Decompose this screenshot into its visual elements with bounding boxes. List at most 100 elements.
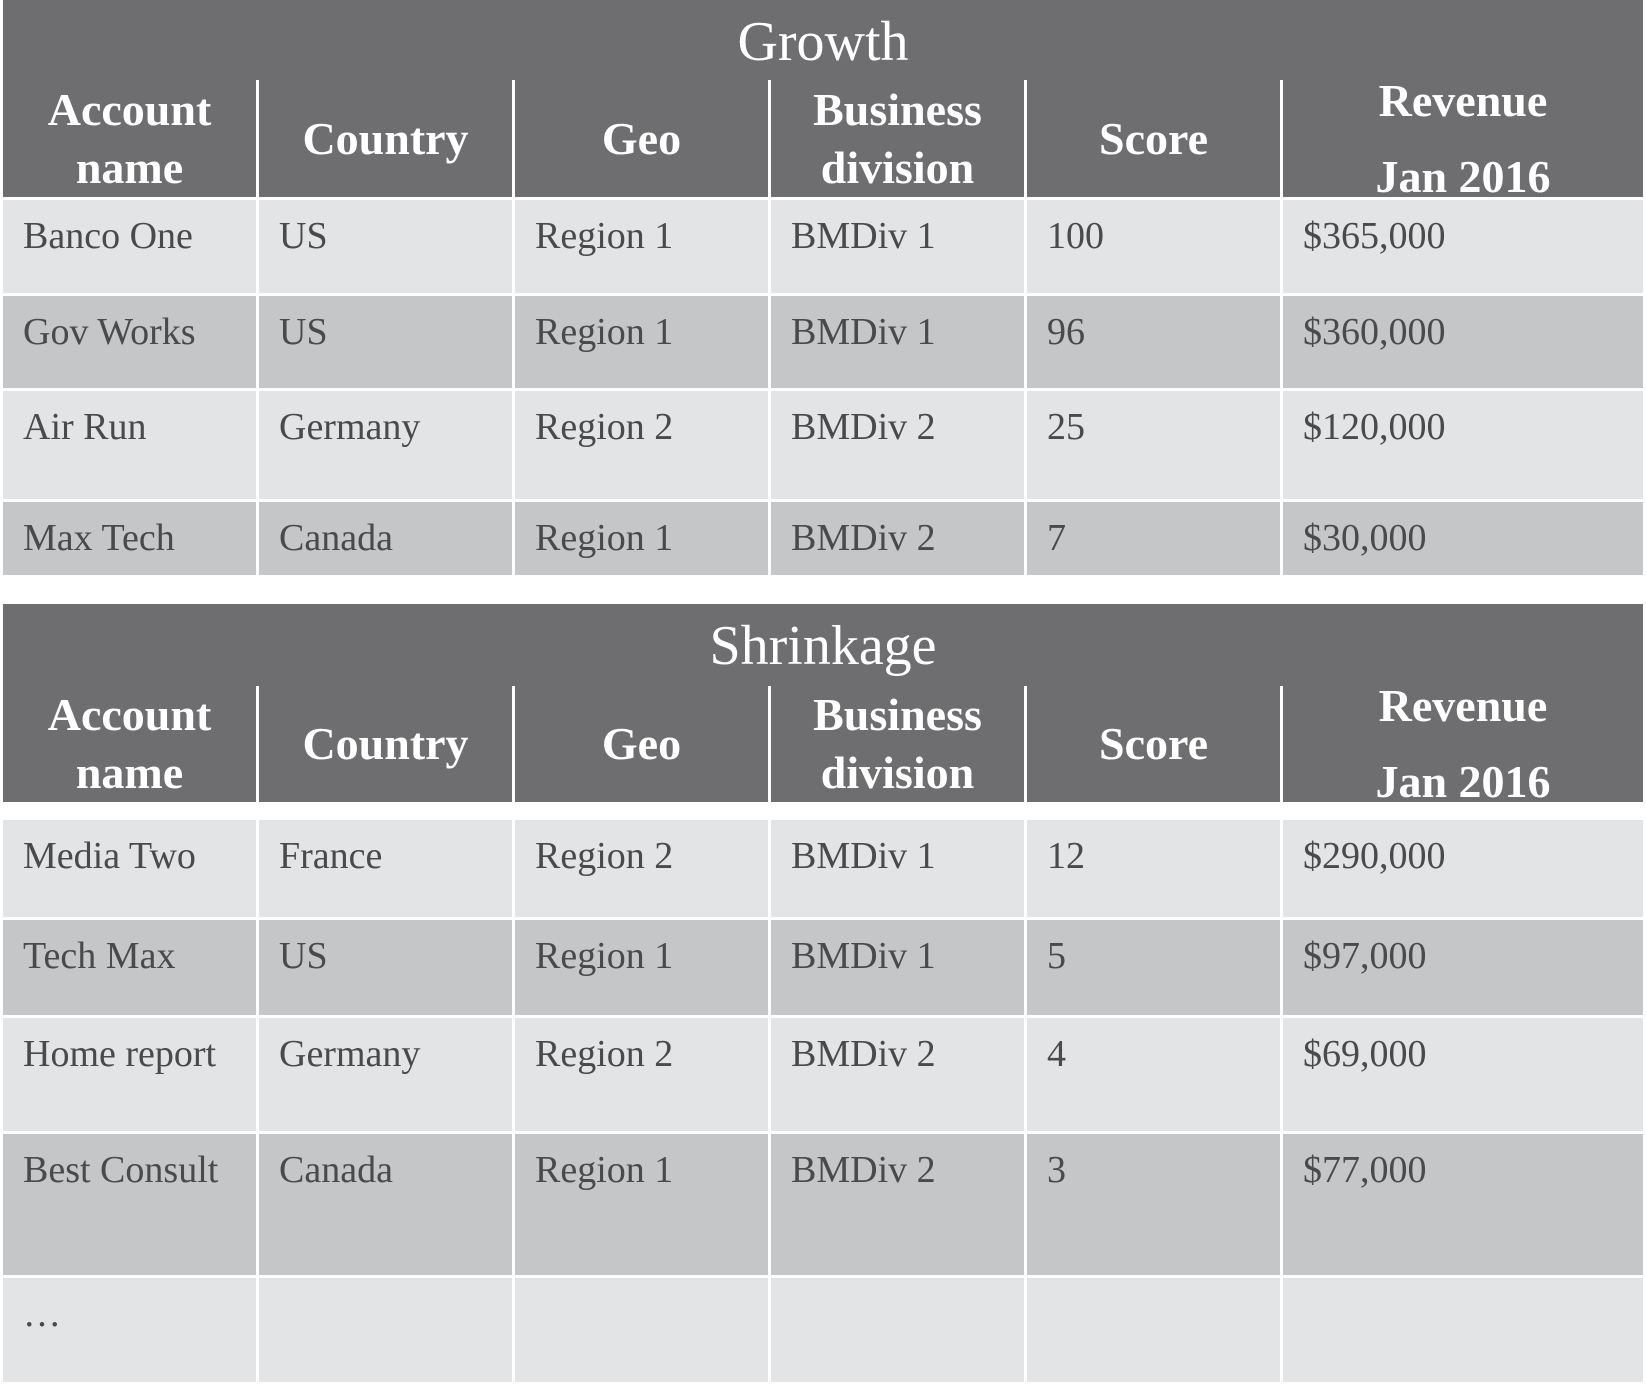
table-cell: Region 1 <box>535 311 674 353</box>
column-header-line: Geo <box>601 718 682 769</box>
column-divider <box>768 1134 771 1276</box>
column-header-line: name <box>75 747 184 798</box>
table-row: Banco One US Region 1 BMDiv 1 100 $365,000 <box>3 200 1643 294</box>
column-header: Geo <box>515 80 768 198</box>
table-cell: Best Consult <box>23 1149 219 1191</box>
table-row: … <box>3 1278 1643 1382</box>
table-cell: $69,000 <box>1303 1033 1427 1075</box>
table-cell: BMDiv 2 <box>791 1149 936 1191</box>
shrinkage-header-row: Account name Country Geo Business division Sco… <box>3 680 1643 807</box>
table-cell: Germany <box>279 406 421 448</box>
table-cell <box>515 1278 768 1382</box>
table-cell: $290,000 <box>1303 835 1446 877</box>
shrinkage-header-band <box>3 604 1643 802</box>
header-column-divider <box>1280 686 1283 802</box>
table-cell: 96 <box>1047 311 1085 353</box>
table-cell <box>1027 1278 1280 1382</box>
table-cell: BMDiv 1 <box>791 835 936 877</box>
table-cell: $30,000 <box>1303 517 1427 559</box>
header-column-divider <box>256 686 259 802</box>
column-header: Score <box>1027 80 1280 198</box>
column-header: Business division <box>771 80 1024 198</box>
table-row: Air Run Germany Region 2 BMDiv 2 25 $120,000 <box>3 391 1643 500</box>
table-cell: Region 1 <box>535 517 674 559</box>
table-cell: Region 2 <box>535 1033 674 1075</box>
shrinkage-section-title: Shrinkage <box>709 615 937 677</box>
table-cell: 3 <box>1047 1149 1066 1191</box>
table-cell: Region 1 <box>535 935 674 977</box>
table-cell: Region 1 <box>535 1149 674 1191</box>
table-row: Gov Works US Region 1 BMDiv 1 96 $360,000 <box>3 296 1643 389</box>
column-header: Country <box>259 80 512 198</box>
column-divider <box>1024 1018 1027 1132</box>
table-cell: Canada <box>279 517 393 559</box>
table-cell: Region 1 <box>535 215 674 257</box>
column-header: Account name <box>3 80 256 198</box>
table-cell: BMDiv 2 <box>791 1033 936 1075</box>
table-row: Max Tech Canada Region 1 BMDiv 2 7 $30,000 <box>3 502 1643 575</box>
row-divider <box>3 1131 1643 1134</box>
table-cell: Banco One <box>23 215 193 257</box>
row-divider <box>3 817 1643 820</box>
table-cell: 5 <box>1047 935 1066 977</box>
table-cell: 7 <box>1047 517 1066 559</box>
column-header-line: name <box>75 142 184 193</box>
table-cell: Media Two <box>23 835 196 877</box>
column-header-line: Jan 2016 <box>1375 756 1551 807</box>
column-divider <box>256 391 259 500</box>
column-header-line: Business <box>813 689 982 740</box>
column-header-line: Revenue <box>1378 680 1548 731</box>
column-header-line: Country <box>302 718 469 769</box>
column-header-line: Country <box>302 113 469 164</box>
column-divider <box>768 296 771 389</box>
column-divider <box>768 820 771 918</box>
header-column-divider <box>768 686 771 802</box>
table-cell: $360,000 <box>1303 311 1446 353</box>
column-divider <box>256 200 259 294</box>
table-cell: Germany <box>279 1033 421 1075</box>
column-divider <box>1024 1134 1027 1276</box>
column-divider <box>1024 391 1027 500</box>
column-divider <box>1280 502 1283 575</box>
table-row: Best Consult Canada Region 1 BMDiv 2 3 $77,00… <box>3 1134 1643 1276</box>
table-cell <box>259 1278 512 1382</box>
header-column-divider <box>256 80 259 198</box>
column-divider <box>1280 1278 1283 1382</box>
column-header-line: Score <box>1098 718 1208 769</box>
column-divider <box>1280 391 1283 500</box>
column-divider <box>256 1134 259 1276</box>
column-header: Account name <box>3 686 256 802</box>
table-cell: … <box>23 1293 61 1335</box>
column-divider <box>512 391 515 500</box>
growth-header-band <box>3 0 1643 198</box>
column-divider <box>1280 296 1283 389</box>
column-divider <box>1024 920 1027 1016</box>
table-cell: BMDiv 1 <box>791 935 936 977</box>
column-divider <box>256 920 259 1016</box>
column-divider <box>256 820 259 918</box>
header-column-divider <box>768 80 771 198</box>
column-divider <box>1280 1134 1283 1276</box>
table-row: Tech Max US Region 1 BMDiv 1 5 $97,000 <box>3 920 1643 1016</box>
column-header: Score <box>1027 686 1280 802</box>
column-header-line: Geo <box>601 113 682 164</box>
table-cell: Gov Works <box>23 311 196 353</box>
column-divider <box>512 1018 515 1132</box>
column-divider <box>512 920 515 1016</box>
growth-section-title: Growth <box>737 11 909 73</box>
row-divider <box>3 197 1643 200</box>
row-divider <box>3 1015 1643 1018</box>
column-header-line: division <box>820 747 975 798</box>
table-cell: $120,000 <box>1303 406 1446 448</box>
table-cell: Canada <box>279 1149 393 1191</box>
column-header: Revenue Jan 2016 <box>1283 680 1643 807</box>
column-divider <box>256 1018 259 1132</box>
column-header: Country <box>259 686 512 802</box>
header-column-divider <box>512 686 515 802</box>
header-column-divider <box>1280 80 1283 198</box>
column-header-line: division <box>820 142 975 193</box>
column-divider <box>1280 1018 1283 1132</box>
column-divider <box>256 296 259 389</box>
table-row: Home report Germany Region 2 BMDiv 2 4 $69,00… <box>3 1018 1643 1132</box>
column-divider <box>768 200 771 294</box>
